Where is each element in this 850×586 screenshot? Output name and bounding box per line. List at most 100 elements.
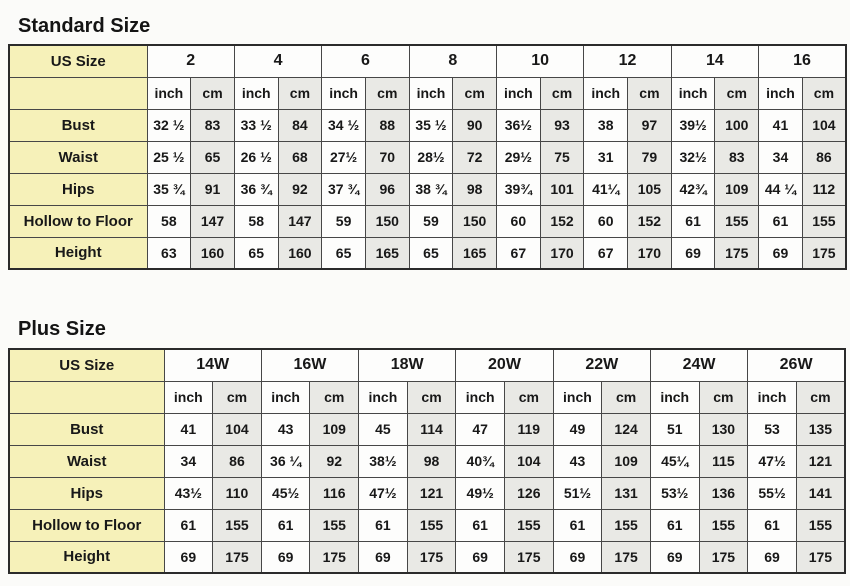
plus-size-cell-hips-24w-cm: 136	[698, 476, 749, 510]
standard-size-unit-inch-4: inch	[233, 76, 279, 110]
plus-size-cell-hips-22w-inch: 51½	[552, 476, 603, 510]
plus-size-cell-height-24w-cm: 175	[698, 540, 749, 574]
standard-size-cell-waist-8-cm: 72	[452, 140, 497, 174]
standard-size-size-header-4: 4	[233, 44, 323, 78]
plus-size-cell-height-18w-inch: 69	[358, 540, 408, 574]
standard-size-row-label-height: Height	[8, 236, 148, 270]
standard-size-cell-bust-2-inch: 32 ½	[146, 108, 192, 142]
standard-size-row-hips: Hips 35 ¾ 91 36 ¾ 92 37 ¾ 96 38 ¾ 98 39¾ 101 41¼ 105…	[8, 172, 847, 206]
plus-size-cell-hollow-to-floor-22w-cm: 155	[601, 508, 651, 542]
plus-size-us-size-header: US Size	[8, 348, 165, 382]
standard-size-size-header-8: 8	[408, 44, 498, 78]
standard-size-cell-hips-10-inch: 39¾	[496, 172, 541, 206]
plus-size-cell-waist-22w-cm: 109	[601, 444, 651, 478]
standard-size-cell-bust-12-cm: 97	[627, 108, 672, 142]
standard-size-cell-waist-4-inch: 26 ½	[233, 140, 279, 174]
standard-size-cell-bust-14-inch: 39½	[670, 108, 716, 142]
plus-size-cell-waist-24w-inch: 45¼	[649, 444, 700, 478]
plus-size-unit-header-row: inch cm inch cm inch cm inch cm inch cm inch cm inch…	[8, 380, 846, 414]
plus-size-cell-height-18w-cm: 175	[406, 540, 457, 574]
standard-size-size-header-6: 6	[321, 44, 410, 78]
plus-size-cell-bust-22w-inch: 49	[552, 412, 603, 446]
plus-size-cell-bust-14w-inch: 41	[163, 412, 214, 446]
plus-size-cell-height-20w-cm: 175	[503, 540, 554, 574]
standard-size-unit-cm-4: cm	[277, 76, 323, 110]
standard-size-cell-waist-10-cm: 75	[539, 140, 585, 174]
standard-size-cell-hollow-to-floor-14-inch: 61	[670, 204, 716, 238]
standard-size-unit-cm-8: cm	[452, 76, 497, 110]
standard-size-cell-waist-14-inch: 32½	[670, 140, 716, 174]
standard-size-cell-hips-8-inch: 38 ¾	[408, 172, 454, 206]
standard-size-table: US Size 2 4 6 8 10 12 14 16 inch cm inch cm inch cm inc…	[8, 44, 847, 270]
plus-size-unit-inch-20w: inch	[455, 380, 505, 414]
plus-size-cell-waist-18w-cm: 98	[406, 444, 457, 478]
standard-size-cell-hollow-to-floor-12-inch: 60	[583, 204, 629, 238]
standard-size-cell-bust-14-cm: 100	[714, 108, 760, 142]
standard-size-row-hollow-to-floor: Hollow to Floor 58 147 58 147 59 150 59 150 60 152…	[8, 204, 847, 238]
plus-size-cell-bust-18w-cm: 114	[406, 412, 457, 446]
standard-size-cell-waist-6-cm: 70	[364, 140, 410, 174]
standard-size-cell-hips-4-inch: 36 ¾	[233, 172, 279, 206]
standard-size-table-container: US Size 2 4 6 8 10 12 14 16 inch cm inch cm inch cm inc…	[8, 44, 847, 270]
plus-size-cell-hollow-to-floor-20w-inch: 61	[455, 508, 505, 542]
standard-size-cell-bust-16-cm: 104	[801, 108, 847, 142]
standard-size-cell-hollow-to-floor-2-inch: 58	[146, 204, 192, 238]
plus-size-cell-height-26w-cm: 175	[795, 540, 846, 574]
plus-size-cell-hollow-to-floor-20w-cm: 155	[503, 508, 554, 542]
standard-size-cell-height-14-cm: 175	[714, 236, 760, 270]
standard-size-row-waist: Waist 25 ½ 65 26 ½ 68 27½ 70 28½ 72 29½ 75 31 79 32½ 8…	[8, 140, 847, 174]
standard-size-cell-hips-10-cm: 101	[539, 172, 585, 206]
standard-size-unit-inch-10: inch	[496, 76, 541, 110]
plus-size-cell-hips-18w-inch: 47½	[358, 476, 408, 510]
standard-size-title: Standard Size	[18, 15, 151, 37]
standard-size-unit-inch-6: inch	[321, 76, 366, 110]
standard-size-cell-hips-6-cm: 96	[364, 172, 410, 206]
standard-size-cell-hips-12-inch: 41¼	[583, 172, 629, 206]
plus-size-cell-height-20w-inch: 69	[455, 540, 505, 574]
standard-size-row-label-waist: Waist	[8, 140, 148, 174]
plus-size-cell-hips-22w-cm: 131	[601, 476, 651, 510]
plus-size-cell-bust-18w-inch: 45	[358, 412, 408, 446]
plus-size-unit-inch-26w: inch	[747, 380, 797, 414]
plus-size-unit-cm-22w: cm	[601, 380, 651, 414]
plus-size-row-height: Height 69 175 69 175 69 175 69 175 69 175 69 175 69 17…	[8, 540, 846, 574]
standard-size-cell-height-16-inch: 69	[758, 236, 803, 270]
plus-size-size-header-row: US Size 14W 16W 18W 20W 22W 24W 26W	[8, 348, 846, 382]
standard-size-unit-cm-16: cm	[801, 76, 847, 110]
standard-size-cell-waist-14-cm: 83	[714, 140, 760, 174]
standard-size-cell-bust-6-cm: 88	[364, 108, 410, 142]
plus-size-cell-hollow-to-floor-24w-inch: 61	[649, 508, 700, 542]
plus-size-cell-hollow-to-floor-24w-cm: 155	[698, 508, 749, 542]
plus-size-cell-waist-22w-inch: 43	[552, 444, 603, 478]
plus-size-cell-hollow-to-floor-14w-cm: 155	[212, 508, 262, 542]
plus-size-unit-inch-14w: inch	[163, 380, 214, 414]
plus-size-unit-inch-18w: inch	[358, 380, 408, 414]
standard-size-unit-inch-16: inch	[758, 76, 803, 110]
standard-size-cell-height-2-cm: 160	[190, 236, 235, 270]
plus-size-cell-bust-20w-cm: 119	[503, 412, 554, 446]
standard-size-size-header-14: 14	[670, 44, 760, 78]
plus-size-cell-hips-14w-inch: 43½	[163, 476, 214, 510]
plus-size-cell-bust-24w-inch: 51	[649, 412, 700, 446]
standard-size-cell-hips-12-cm: 105	[627, 172, 672, 206]
standard-size-unit-inch-2: inch	[146, 76, 192, 110]
plus-size-cell-height-22w-cm: 175	[601, 540, 651, 574]
standard-size-unit-cm-10: cm	[539, 76, 585, 110]
plus-size-unit-cm-18w: cm	[406, 380, 457, 414]
standard-size-row-label-bust: Bust	[8, 108, 148, 142]
plus-size-cell-waist-20w-inch: 40¾	[455, 444, 505, 478]
plus-size-cell-hollow-to-floor-18w-cm: 155	[406, 508, 457, 542]
standard-size-cell-hollow-to-floor-14-cm: 155	[714, 204, 760, 238]
standard-size-cell-waist-2-cm: 65	[190, 140, 235, 174]
standard-size-cell-waist-12-cm: 79	[627, 140, 672, 174]
standard-size-cell-hips-2-cm: 91	[190, 172, 235, 206]
plus-size-unit-cm-24w: cm	[698, 380, 749, 414]
standard-size-cell-hips-4-cm: 92	[277, 172, 323, 206]
plus-size-cell-hips-20w-inch: 49½	[455, 476, 505, 510]
plus-size-row-label-hollow-to-floor: Hollow to Floor	[8, 508, 165, 542]
plus-size-cell-waist-14w-cm: 86	[212, 444, 262, 478]
plus-size-table: US Size 14W 16W 18W 20W 22W 24W 26W inch cm inch cm…	[8, 348, 846, 574]
standard-size-cell-height-6-cm: 165	[364, 236, 410, 270]
standard-size-us-size-header: US Size	[8, 44, 148, 78]
standard-size-row-label-hips: Hips	[8, 172, 148, 206]
